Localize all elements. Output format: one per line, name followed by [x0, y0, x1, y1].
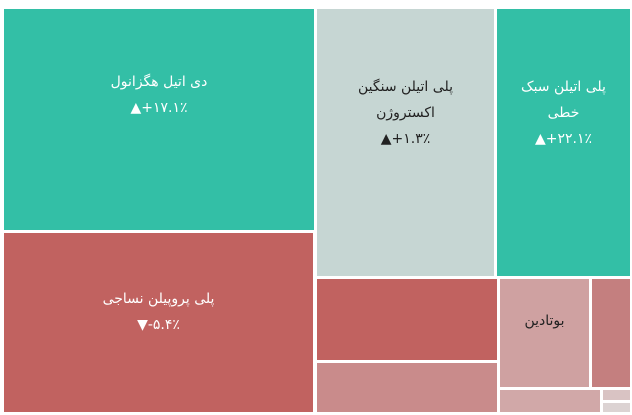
tile[interactable]: پلی اتیلن سبک خطی ▲+۲۲.۱٪ — [497, 9, 630, 276]
tile[interactable]: پلی پروپیلن نساجی ▼-۵.۴٪ — [4, 233, 313, 412]
tile-name: پلی اتیلن سبک خطی — [521, 78, 606, 121]
tile-change: ▲+۲۲.۱٪ — [534, 130, 593, 147]
tile-name: پلی پروپیلن نساجی — [102, 290, 215, 307]
tile[interactable] — [317, 363, 497, 412]
tile-name: بوتادین — [524, 313, 565, 329]
tile[interactable]: دی اتیل هگزانول ▲+۱۷.۱٪ — [4, 9, 314, 230]
tile[interactable] — [603, 390, 630, 400]
tile[interactable]: بوتادین — [500, 279, 589, 387]
tile-name: پلی اتیلن سنگین اکستروژن — [358, 78, 453, 121]
tile-change: ▲+۱.۳٪ — [380, 130, 431, 147]
tile[interactable] — [317, 279, 497, 360]
tile[interactable] — [500, 390, 600, 412]
tile-change: ▲+۱۷.۱٪ — [130, 99, 188, 116]
tile[interactable] — [603, 403, 630, 412]
tile-name: دی اتیل هگزانول — [110, 73, 208, 90]
tile[interactable] — [592, 279, 630, 387]
tile[interactable]: پلی اتیلن سنگین اکستروژن ▲+۱.۳٪ — [317, 9, 494, 276]
tile-change: ▼-۵.۴٪ — [137, 316, 180, 333]
